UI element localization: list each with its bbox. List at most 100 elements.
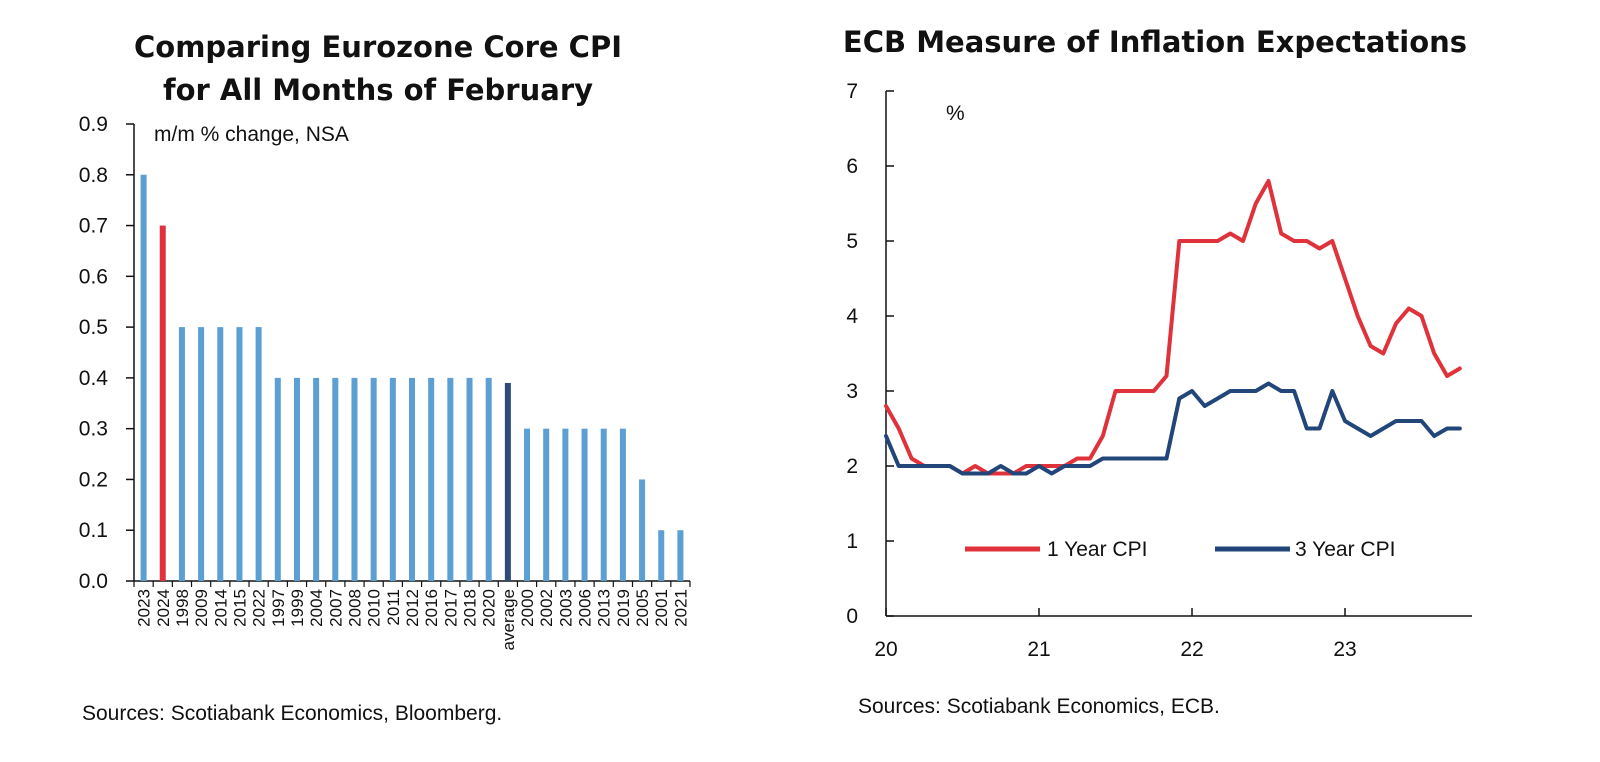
series-line-1yr [884,179,1462,476]
x-tick-label: 2010 [365,589,384,627]
x-tick-label: 2019 [614,589,633,627]
source-note: Sources: Scotiabank Economics, ECB. [858,695,1220,718]
y-tick-label: 3 [846,380,858,403]
y-tick-label: 0.8 [79,164,108,187]
bar-2005 [639,479,646,581]
x-tick-label: 2021 [671,589,690,627]
bar-2013 [600,428,607,581]
y-tick-label: 0.2 [79,468,108,491]
x-tick-label: 2005 [633,589,652,627]
y-tick-label: 0.4 [79,367,109,390]
bar-2015 [236,327,243,581]
x-axis-ticks: 20 21 22 23 [874,608,1357,661]
y-axis-ticks: 0 1 2 3 4 5 6 7 [846,80,894,628]
x-tick-label: 21 [1027,638,1050,661]
y-tick-label: 0.1 [79,519,108,542]
core-cpi-bar-chart: Comparing Eurozone Core CPI for All Mont… [79,30,691,725]
y-tick-label: 4 [846,305,858,328]
x-tick-label: 2008 [345,589,364,627]
x-tick-label: 2006 [576,589,595,627]
series-lines [884,179,1462,476]
x-tick-label: 2017 [441,589,460,627]
x-tick-label: 2011 [384,589,403,626]
bars [140,174,684,582]
bar-2004 [313,377,320,581]
source-note: Sources: Scotiabank Economics, Bloomberg… [82,702,502,725]
x-tick-label: 2016 [422,589,441,627]
x-tick-label: 1998 [173,589,192,627]
x-tick-label: 2024 [154,589,173,627]
x-tick-label: 1999 [288,589,307,627]
legend-label-3yr: 3 Year CPI [1295,538,1395,561]
y-tick-label: 7 [846,80,858,103]
bar-2008 [351,377,358,581]
bar-2024 [159,225,166,582]
x-tick-label: 2009 [192,589,211,627]
chart-title-line-2: for All Months of February [163,73,593,107]
bar-2011 [389,377,396,581]
x-tick-label: 2007 [326,589,345,627]
bar-2016 [428,377,435,581]
x-tick-label: 20 [874,638,897,661]
y-tick-label: 0.0 [79,570,108,593]
x-tick-label: 2002 [537,589,556,627]
bar-2010 [370,377,377,581]
y-tick-label: 0.7 [79,215,108,238]
legend: 1 Year CPI 3 Year CPI [965,538,1395,561]
units-annotation: m/m % change, NSA [154,123,349,146]
x-tick-label: 2013 [595,589,614,627]
y-tick-label: 1 [846,530,858,553]
x-tick-label: 2018 [461,589,480,627]
inflation-expectations-line-chart: ECB Measure of Inflation Expectations % … [843,25,1472,718]
bar-2003 [562,428,569,581]
x-axis-ticks: 2023 2024 1998 2009 2014 2015 2022 1997 1999 2004… [133,581,691,650]
y-tick-label: 6 [846,155,858,178]
bar-2002 [543,428,550,581]
x-tick-label: 2001 [652,589,671,627]
chart-title: ECB Measure of Inflation Expectations [843,25,1467,59]
x-tick-label: 22 [1180,638,1203,661]
x-tick-label: 2012 [403,589,422,627]
series-line-3yr [884,381,1462,476]
chart-title-line-1: Comparing Eurozone Core CPI [134,30,622,64]
bar-2012 [409,377,415,581]
x-tick-label: 2004 [307,589,326,627]
y-tick-label: 0.9 [79,113,108,136]
y-tick-label: 0 [846,605,858,628]
x-tick-label: 2023 [135,589,154,627]
units-annotation: % [946,102,965,125]
bar-2001 [658,530,665,581]
bar-2006 [581,428,588,581]
bar-2021 [677,530,684,581]
bar-1999 [293,377,300,581]
bar-2019 [619,428,626,581]
bar-2017 [447,377,454,581]
bar-2000 [524,428,531,581]
bar-2020 [485,377,492,581]
x-tick-label: average [499,589,518,650]
x-tick-label: 23 [1333,638,1356,661]
bar-2022 [255,327,262,581]
x-tick-label: 2000 [518,589,537,627]
y-tick-label: 5 [846,230,858,253]
bar-1997 [274,377,281,581]
y-tick-label: 0.3 [79,418,108,441]
x-tick-label: 2014 [211,589,230,627]
y-tick-label: 0.5 [79,316,108,339]
x-tick-label: 2015 [230,589,249,627]
x-tick-label: 1997 [269,589,288,627]
legend-label-1yr: 1 Year CPI [1047,538,1147,561]
bar-1998 [178,327,185,581]
x-tick-label: 2020 [480,589,499,627]
bar-2014 [217,327,224,581]
x-tick-label: 2022 [250,589,269,627]
bar-2007 [332,377,339,581]
y-axis-ticks: 0.0 0.1 0.2 0.3 0.4 0.5 0.6 0.7 0.8 0.9 [79,113,134,593]
bar-2009 [198,327,205,581]
bar-2023 [140,174,147,581]
bar-average [504,382,511,581]
x-tick-label: 2003 [556,589,575,627]
y-tick-label: 0.6 [79,265,108,288]
y-tick-label: 2 [846,455,858,478]
bar-2018 [466,377,473,581]
